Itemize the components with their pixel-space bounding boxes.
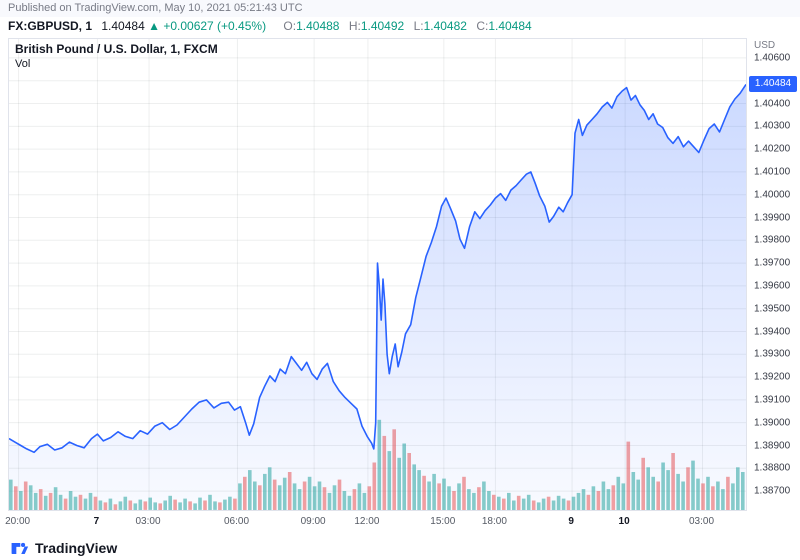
y-axis-label: 1.39500: [754, 303, 791, 315]
y-axis-label: 1.40200: [754, 143, 791, 155]
y-axis-label: 1.40400: [754, 98, 791, 109]
high-label: H:: [348, 19, 361, 33]
x-axis-label: 06:00: [223, 516, 250, 527]
x-axis-label: 15:00: [430, 516, 456, 527]
price-up-arrow-icon: ▲: [148, 19, 160, 33]
x-axis-label: 18:00: [481, 516, 507, 527]
x-axis-label: 03:00: [688, 516, 715, 527]
low-label: L:: [413, 19, 424, 33]
x-axis-label: 03:00: [135, 516, 161, 527]
last-price-badge: 1.40484: [749, 76, 797, 93]
close-value: 1.40484: [488, 19, 532, 33]
axis-currency-label: USD: [754, 40, 776, 51]
tradingview-logo-icon: [10, 539, 29, 558]
tradingview-brand-text: TradingView: [35, 540, 118, 556]
symbol-name: FX:GBPUSD, 1: [8, 19, 93, 33]
chart-title: British Pound / U.S. Dollar, 1, FXCM: [15, 42, 218, 56]
symbol-info-bar: FX:GBPUSD, 1 1.40484 ▲ +0.00627 (+0.45%)…: [8, 19, 800, 35]
volume-indicator-label: Vol: [15, 58, 31, 70]
price-chart-svg[interactable]: [9, 39, 746, 510]
time-axis[interactable]: 20:00 7 03:00 06:00 09:00 12:00 15:00 18:00 9 10 0…: [5, 513, 747, 533]
published-text: Published on TradingView.com, May 10, 20…: [8, 2, 303, 14]
y-axis-label: 1.40600: [754, 52, 791, 64]
chart-plot-area[interactable]: British Pound / U.S. Dollar, 1, FXCM Vol: [8, 38, 747, 511]
y-axis-label: 1.39900: [754, 212, 791, 223]
price-axis[interactable]: USD 1.406001.405001.404001.403001.402001…: [747, 38, 800, 511]
published-bar: Published on TradingView.com, May 10, 20…: [0, 0, 800, 17]
open-value: 1.40488: [296, 19, 340, 33]
y-axis-label: 1.40100: [754, 166, 791, 178]
y-axis-label: 1.40300: [754, 120, 791, 132]
y-axis-label: 1.39400: [754, 326, 791, 337]
tradingview-attribution-link[interactable]: TradingView: [10, 537, 117, 559]
price-change: +0.00627 (+0.45%): [163, 19, 267, 33]
y-axis-label: 1.39600: [754, 280, 791, 292]
y-axis-label: 1.38700: [754, 485, 791, 497]
y-axis-label: 1.38900: [754, 440, 791, 451]
low-value: 1.40482: [423, 19, 467, 33]
y-axis-label: 1.39000: [754, 417, 791, 429]
close-label: C:: [476, 19, 489, 33]
x-axis-label: 12:00: [354, 516, 380, 527]
price-line: [9, 83, 746, 454]
y-axis-label: 1.38800: [754, 462, 791, 474]
x-axis-label: 7: [93, 516, 100, 527]
y-axis-label: 1.39700: [754, 257, 791, 269]
y-axis-label: 1.39100: [754, 394, 791, 406]
x-axis-label: 9: [568, 516, 574, 527]
y-axis-label: 1.40000: [754, 189, 791, 201]
y-axis-label: 1.39800: [754, 234, 791, 246]
last-price: 1.40484: [101, 19, 145, 33]
high-value: 1.40492: [360, 19, 405, 33]
open-label: O:: [283, 19, 297, 33]
y-axis-label: 1.39200: [754, 371, 791, 383]
y-axis-label: 1.39300: [754, 348, 791, 360]
x-axis-label: 20:00: [5, 516, 31, 527]
x-axis-label: 09:00: [300, 516, 326, 527]
x-axis-label: 10: [618, 516, 630, 527]
